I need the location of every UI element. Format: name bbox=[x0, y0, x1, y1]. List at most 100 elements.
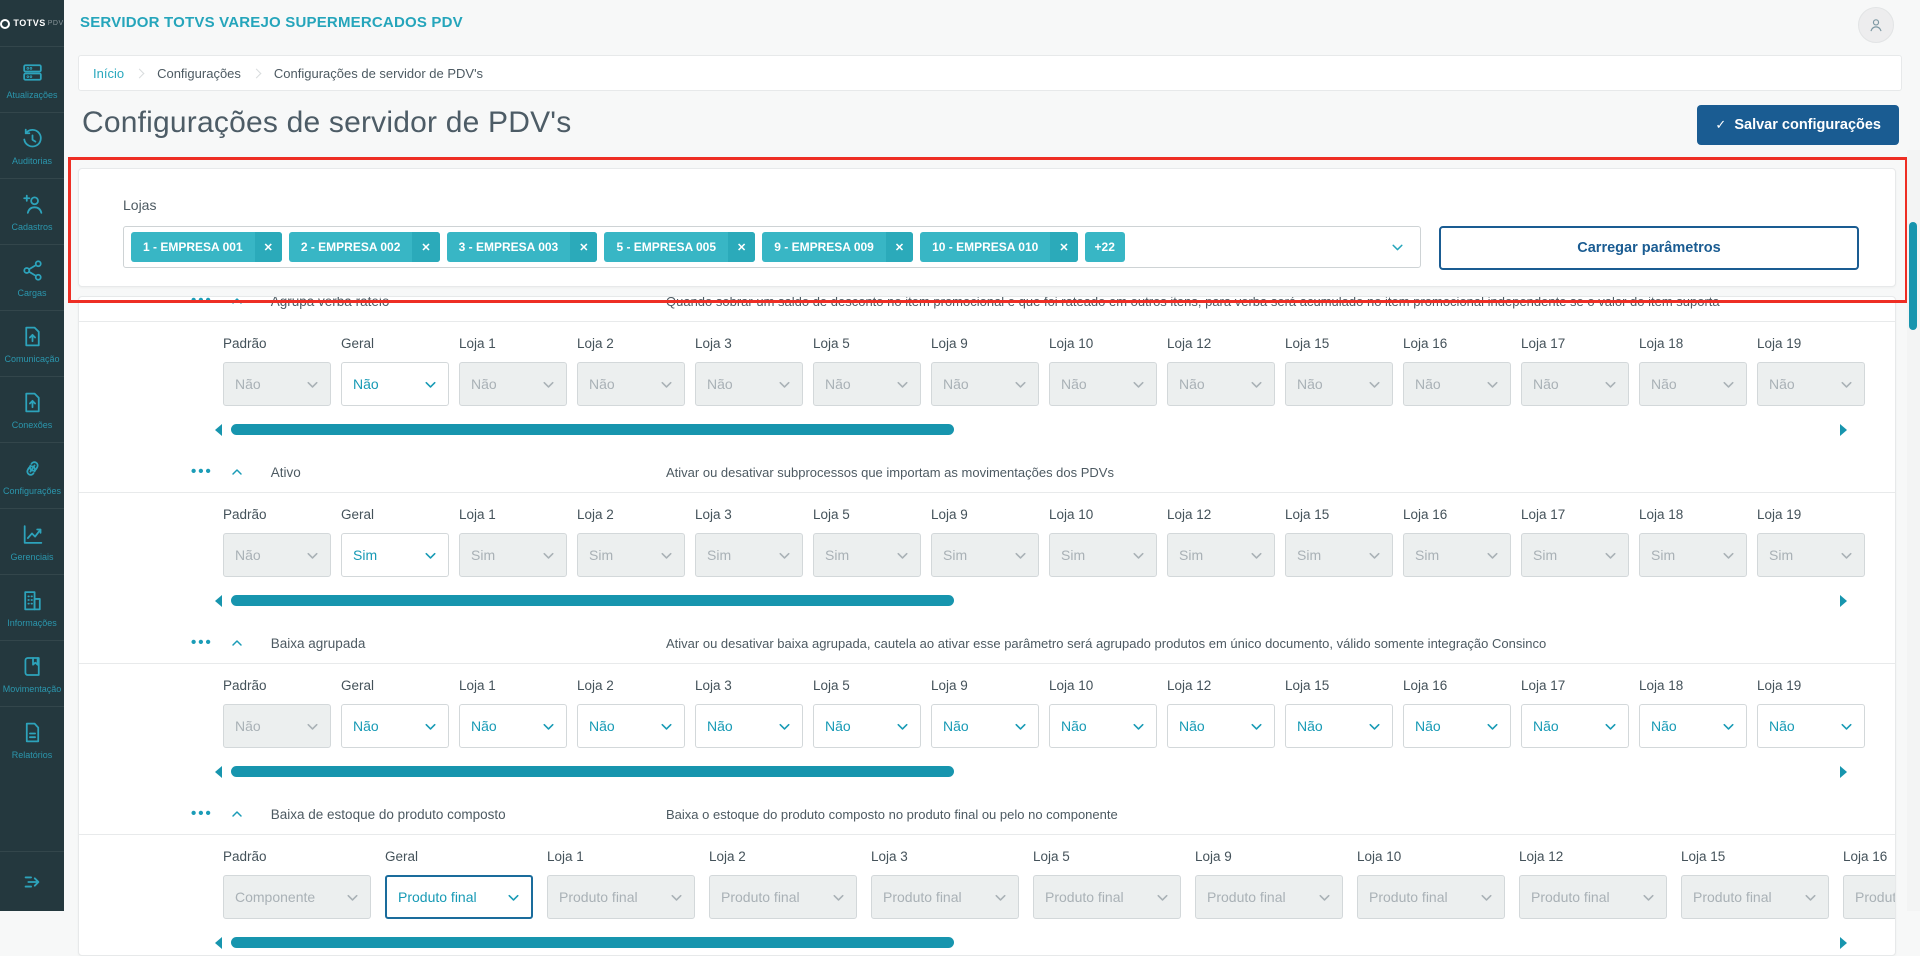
scroll-left-icon[interactable] bbox=[215, 424, 222, 436]
sidebar-item-cadastros[interactable]: Cadastros bbox=[0, 178, 64, 244]
param-select-loja-12: Não bbox=[1167, 362, 1275, 406]
horizontal-scrollbar bbox=[215, 595, 1875, 607]
param-select-loja-5: Não bbox=[813, 362, 921, 406]
column-header: Loja 3 bbox=[695, 336, 732, 351]
param-select-loja-9[interactable]: Não bbox=[931, 704, 1039, 748]
sidebar-item-comunicacao[interactable]: Comunicação bbox=[0, 310, 64, 376]
more-stores-chip[interactable]: +22 bbox=[1084, 232, 1125, 262]
store-chip: 1 - EMPRESA 001 ✕ bbox=[131, 232, 282, 262]
sidebar-item-movimentacao[interactable]: Movimentação bbox=[0, 640, 64, 706]
sidebar-item-cargas[interactable]: Cargas bbox=[0, 244, 64, 310]
vertical-scrollbar-thumb[interactable] bbox=[1909, 222, 1917, 330]
param-select-loja-2[interactable]: Não bbox=[577, 704, 685, 748]
column-header: Loja 5 bbox=[813, 678, 850, 693]
param-select-loja-19[interactable]: Não bbox=[1757, 704, 1865, 748]
param-select-loja-10: Produto final bbox=[1357, 875, 1505, 919]
param-select-loja-2: Sim bbox=[577, 533, 685, 577]
param-select-value: Sim bbox=[1415, 547, 1440, 563]
scroll-right-icon[interactable] bbox=[1840, 424, 1847, 436]
param-select-loja-9: Produto final bbox=[1195, 875, 1343, 919]
param-select-geral[interactable]: Não bbox=[341, 362, 449, 406]
page-title: Configurações de servidor de PDV's bbox=[82, 106, 572, 139]
param-select-loja-10: Sim bbox=[1049, 533, 1157, 577]
chevron-down-icon[interactable] bbox=[1389, 239, 1406, 261]
scroll-right-icon[interactable] bbox=[1840, 595, 1847, 607]
chip-remove-icon[interactable]: ✕ bbox=[412, 232, 440, 262]
column-header: Loja 17 bbox=[1521, 678, 1566, 693]
horizontal-scrollbar-thumb[interactable] bbox=[231, 424, 954, 435]
param-select-padrão: Não bbox=[223, 533, 331, 577]
more-options-icon[interactable]: ••• bbox=[191, 805, 213, 822]
column-header: Loja 16 bbox=[1843, 849, 1888, 864]
param-select-loja-3[interactable]: Não bbox=[695, 704, 803, 748]
param-select-loja-15[interactable]: Não bbox=[1285, 704, 1393, 748]
parameter-section: ••• Agrupa verba rateio Quando sobrar um… bbox=[79, 296, 1895, 436]
column-header: Loja 10 bbox=[1049, 678, 1094, 693]
chevron-down-icon bbox=[1369, 723, 1380, 730]
chip-remove-icon[interactable]: ✕ bbox=[1050, 232, 1078, 262]
param-select-loja-10[interactable]: Não bbox=[1049, 704, 1157, 748]
user-avatar[interactable] bbox=[1858, 7, 1894, 43]
more-options-icon[interactable]: ••• bbox=[191, 463, 213, 480]
param-select-geral[interactable]: Sim bbox=[341, 533, 449, 577]
sidebar-item-relatorios[interactable]: Relatórios bbox=[0, 706, 64, 772]
param-select-value: Não bbox=[1061, 376, 1087, 392]
param-select-loja-1[interactable]: Não bbox=[459, 704, 567, 748]
column-header: Loja 18 bbox=[1639, 678, 1684, 693]
chip-remove-icon[interactable]: ✕ bbox=[570, 232, 598, 262]
param-select-loja-9: Sim bbox=[931, 533, 1039, 577]
param-select-value: Sim bbox=[943, 547, 968, 563]
param-select-geral[interactable]: Não bbox=[341, 704, 449, 748]
chevron-up-icon[interactable] bbox=[229, 635, 245, 651]
store-chip-label: 5 - EMPRESA 005 bbox=[616, 240, 717, 254]
section-selects: Componente Produto final Produto final Prod… bbox=[79, 875, 1895, 919]
scroll-left-icon[interactable] bbox=[215, 766, 222, 778]
column-header: Loja 2 bbox=[709, 849, 746, 864]
param-select-loja-12[interactable]: Não bbox=[1167, 704, 1275, 748]
scroll-left-icon[interactable] bbox=[215, 937, 222, 949]
chevron-up-icon[interactable] bbox=[229, 806, 245, 822]
chip-remove-icon[interactable]: ✕ bbox=[728, 232, 756, 262]
horizontal-scrollbar-thumb[interactable] bbox=[231, 937, 954, 948]
column-header: Loja 3 bbox=[871, 849, 908, 864]
param-select-value: Sim bbox=[353, 547, 378, 563]
chevron-up-icon[interactable] bbox=[229, 464, 245, 480]
sidebar-item-informacoes[interactable]: Informações bbox=[0, 574, 64, 640]
column-header: Loja 18 bbox=[1639, 336, 1684, 351]
sidebar-item-configuracoes[interactable]: Configurações bbox=[0, 442, 64, 508]
chevron-down-icon bbox=[1015, 723, 1026, 730]
section-description: Baixa o estoque do produto composto no p… bbox=[666, 806, 1118, 822]
lojas-card: Lojas 1 - EMPRESA 001 ✕ 2 - EMPRESA 002 ✕ 3 … bbox=[78, 168, 1896, 287]
lojas-multiselect[interactable]: 1 - EMPRESA 001 ✕ 2 - EMPRESA 002 ✕ 3 - EMPR… bbox=[123, 226, 1421, 268]
sidebar-item-atualizacoes[interactable]: Atualizações bbox=[0, 46, 64, 112]
chevron-up-icon[interactable] bbox=[229, 297, 245, 309]
vertical-scrollbar-track[interactable] bbox=[1907, 150, 1920, 911]
param-select-loja-16[interactable]: Não bbox=[1403, 704, 1511, 748]
chevron-down-icon bbox=[897, 381, 908, 388]
sidebar-item-auditorias[interactable]: Auditorias bbox=[0, 112, 64, 178]
param-select-value: Não bbox=[471, 718, 497, 734]
breadcrumb-inicio[interactable]: Início bbox=[93, 65, 125, 81]
param-select-geral[interactable]: Produto final bbox=[385, 875, 533, 919]
more-options-icon[interactable]: ••• bbox=[191, 296, 213, 309]
sidebar-item-label: Auditorias bbox=[11, 155, 53, 166]
param-select-loja-17[interactable]: Não bbox=[1521, 704, 1629, 748]
sidebar-item-conexoes[interactable]: Conexões bbox=[0, 376, 64, 442]
column-header: Padrão bbox=[223, 849, 267, 864]
chip-remove-icon[interactable]: ✕ bbox=[885, 232, 914, 262]
horizontal-scrollbar-thumb[interactable] bbox=[231, 595, 954, 606]
param-select-loja-18[interactable]: Não bbox=[1639, 704, 1747, 748]
scroll-right-icon[interactable] bbox=[1840, 766, 1847, 778]
horizontal-scrollbar-thumb[interactable] bbox=[231, 766, 954, 777]
param-select-value: Não bbox=[471, 376, 497, 392]
load-parameters-button[interactable]: Carregar parâmetros bbox=[1439, 226, 1859, 270]
sidebar-item-gerenciais[interactable]: Gerenciais bbox=[0, 508, 64, 574]
breadcrumb-configuracoes[interactable]: Configurações bbox=[157, 65, 241, 81]
param-select-loja-5[interactable]: Não bbox=[813, 704, 921, 748]
scroll-right-icon[interactable] bbox=[1840, 937, 1847, 949]
sidebar-collapse-button[interactable] bbox=[0, 851, 64, 911]
chip-remove-icon[interactable]: ✕ bbox=[254, 232, 282, 262]
save-button[interactable]: ✓ Salvar configurações bbox=[1697, 105, 1899, 145]
more-options-icon[interactable]: ••• bbox=[191, 634, 213, 651]
scroll-left-icon[interactable] bbox=[215, 595, 222, 607]
